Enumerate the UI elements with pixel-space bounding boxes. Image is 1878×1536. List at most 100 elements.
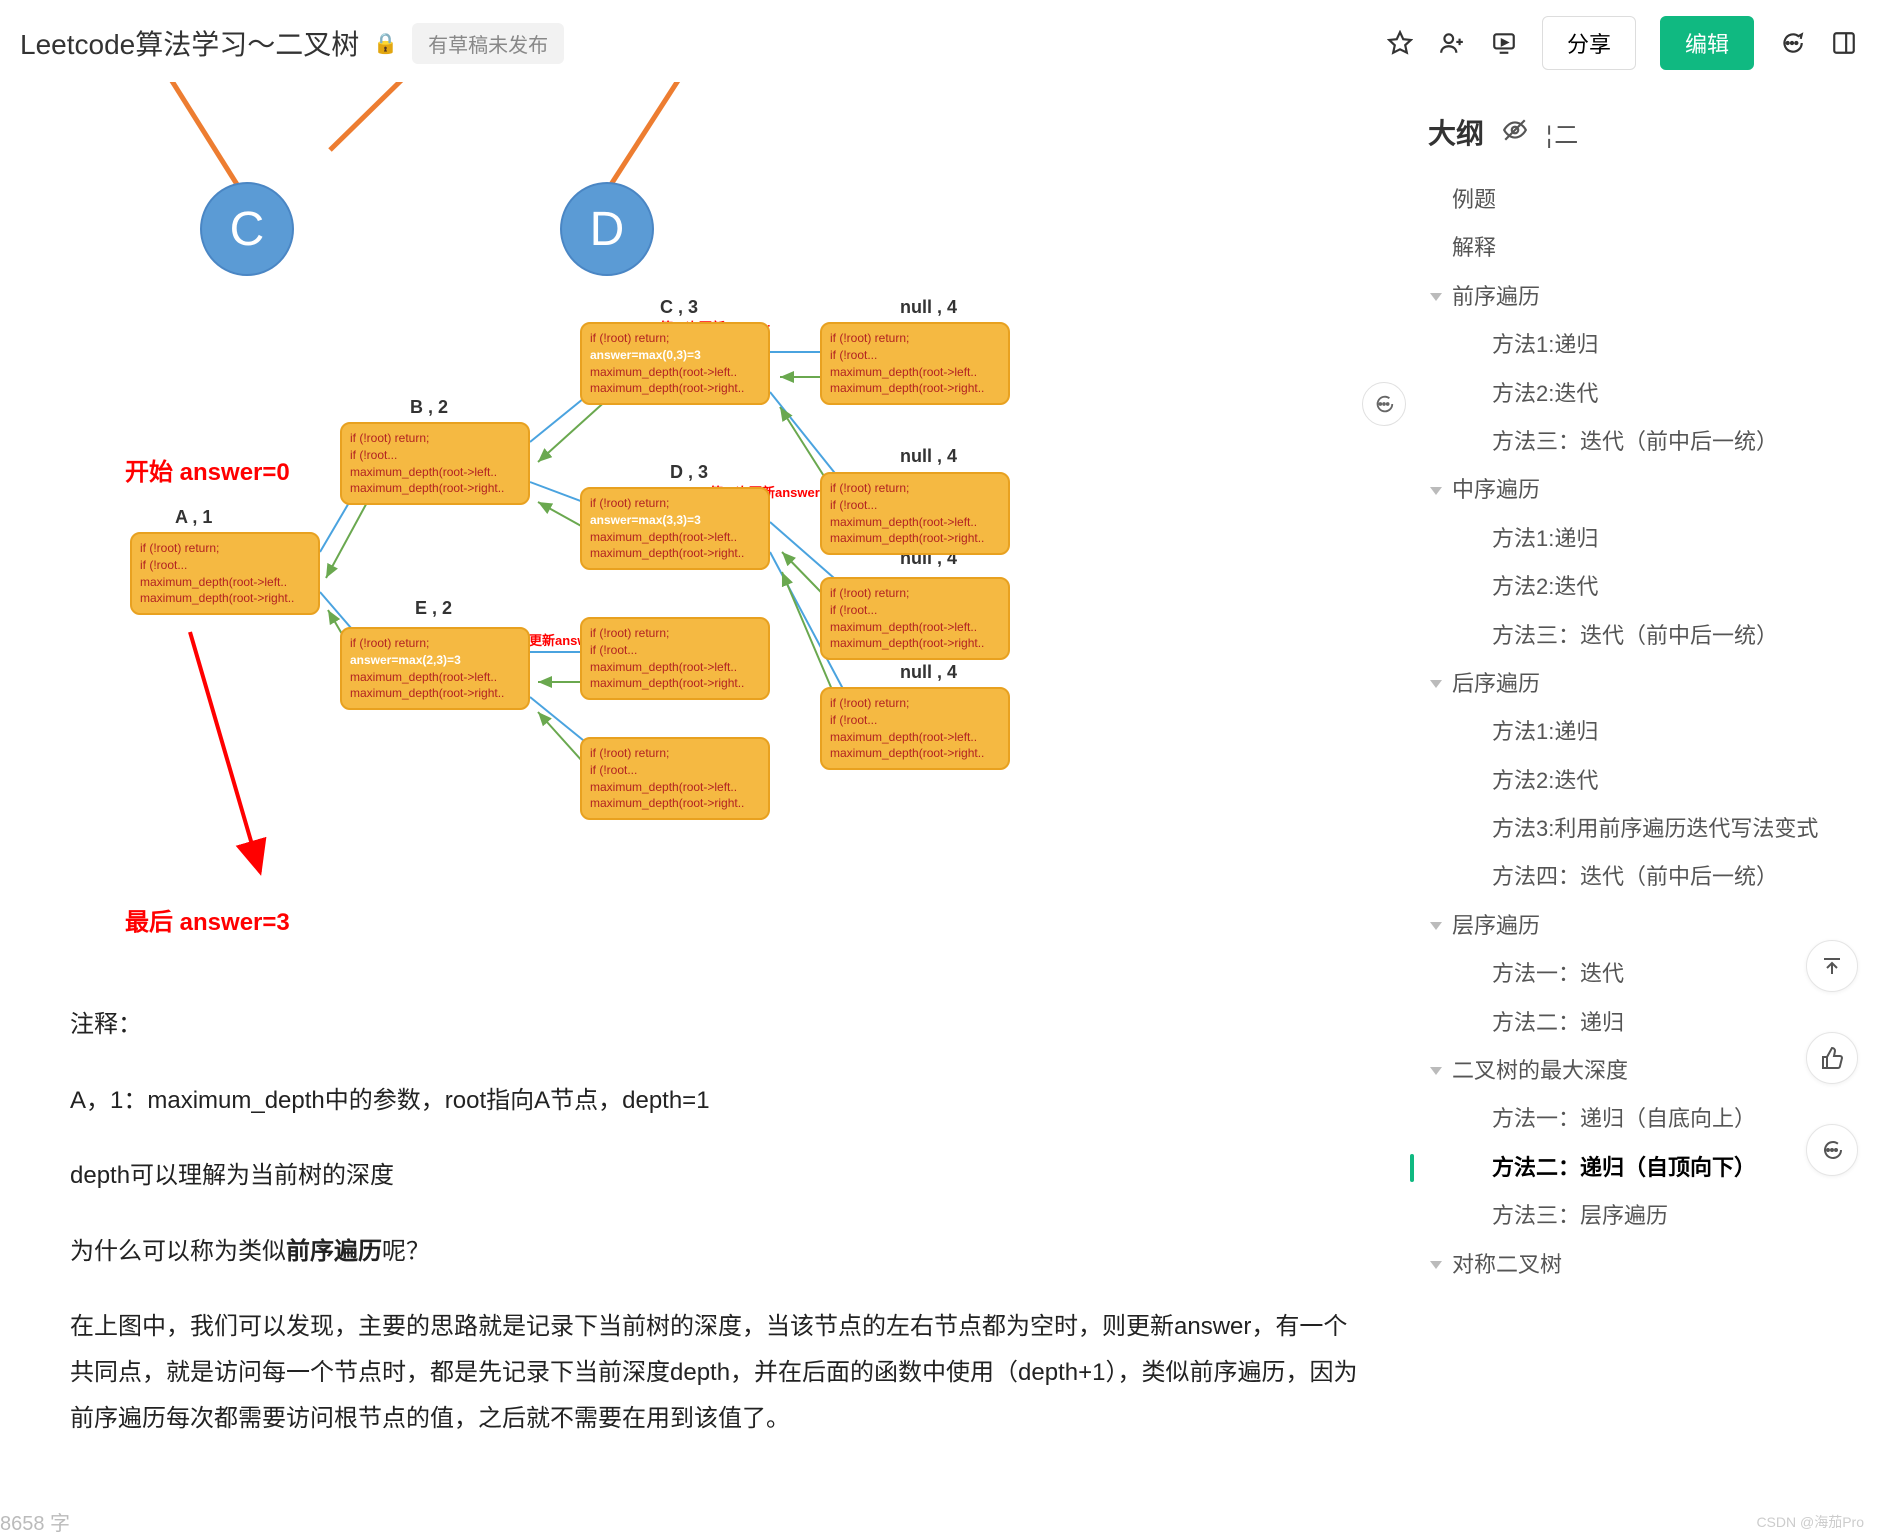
caret-icon	[1430, 922, 1442, 930]
eye-off-icon[interactable]	[1502, 117, 1528, 148]
outline-item-label: 方法二：递归	[1492, 999, 1624, 1047]
inline-comment-icon[interactable]	[1362, 382, 1406, 426]
tree-edges	[70, 82, 970, 282]
article-body: 注释： A，1：maximum_depth中的参数，root指向A节点，dept…	[70, 1002, 1358, 1441]
code-box: if (!root) return;if (!root...maximum_de…	[340, 422, 530, 505]
node-label: B , 2	[410, 397, 448, 418]
outline-item[interactable]: 中序遍历	[1418, 466, 1858, 514]
caret-icon	[1430, 1261, 1442, 1269]
body-p4: 为什么可以称为类似前序遍历呢？	[70, 1229, 1358, 1275]
outline-item[interactable]: 方法3:利用前序遍历迭代写法变式	[1418, 805, 1858, 853]
outline-item-label: 方法三：迭代（前中后一统）	[1492, 418, 1778, 466]
page-title: Leetcode算法学习～二叉树	[20, 23, 359, 63]
code-box: if (!root) return;answer=max(0,3)=3maxim…	[580, 322, 770, 405]
tree-node: D	[560, 182, 654, 276]
code-box: if (!root) return;if (!root...maximum_de…	[820, 472, 1010, 555]
outline-item[interactable]: 方法一：递归（自底向上）	[1418, 1095, 1858, 1143]
draft-status[interactable]: 有草稿未发布	[412, 23, 564, 64]
outline-item-label: 方法2:迭代	[1492, 370, 1598, 418]
caret-icon	[1430, 1067, 1442, 1075]
node-label: null , 4	[900, 297, 957, 318]
outline-item-label: 例题	[1452, 176, 1496, 224]
outline-item[interactable]: 方法1:递归	[1418, 515, 1858, 563]
outline-item[interactable]: 解释	[1418, 224, 1858, 272]
outline-item[interactable]: 方法三：迭代（前中后一统）	[1418, 612, 1858, 660]
like-button[interactable]	[1806, 1032, 1858, 1084]
present-icon[interactable]	[1490, 29, 1518, 57]
outline-item-label: 方法三：迭代（前中后一统）	[1492, 612, 1778, 660]
outline-item-label: 中序遍历	[1452, 466, 1540, 514]
outline-item-label: 方法一：递归（自底向上）	[1492, 1095, 1756, 1143]
code-box: if (!root) return;if (!root...maximum_de…	[580, 737, 770, 820]
feedback-button[interactable]	[1806, 1124, 1858, 1176]
outline-item-label: 方法四：迭代（前中后一统）	[1492, 853, 1778, 901]
outline-item[interactable]: 方法2:迭代	[1418, 563, 1858, 611]
code-box: if (!root) return;if (!root...maximum_de…	[820, 322, 1010, 405]
caret-icon	[1430, 680, 1442, 688]
outline-item[interactable]: 方法2:迭代	[1418, 370, 1858, 418]
node-label: null , 4	[900, 446, 957, 467]
caret-icon	[1430, 487, 1442, 495]
node-label: C , 3	[660, 297, 698, 318]
add-user-icon[interactable]	[1438, 29, 1466, 57]
body-p2: A，1：maximum_depth中的参数，root指向A节点，depth=1	[70, 1078, 1358, 1124]
tree-node: C	[200, 182, 294, 276]
outline-item-label: 方法3:利用前序遍历迭代写法变式	[1492, 805, 1818, 853]
scroll-top-button[interactable]	[1806, 940, 1858, 992]
recursion-diagram: A , 1 B , 2 C , 3 D , 3 E , 2 null , 4 null , …	[70, 282, 1358, 982]
node-label: E , 2	[415, 598, 452, 619]
outline-item[interactable]: 二叉树的最大深度	[1418, 1047, 1858, 1095]
body-p5: 在上图中，我们可以发现，主要的思路就是记录下当前树的深度，当该节点的左右节点都为…	[70, 1304, 1358, 1441]
outline-item-label: 前序遍历	[1452, 273, 1540, 321]
outline-item-label: 方法三：层序遍历	[1492, 1192, 1668, 1240]
outline-item-label: 对称二叉树	[1452, 1241, 1562, 1289]
edit-button[interactable]: 编辑	[1660, 16, 1754, 70]
outline-item[interactable]: 方法二：递归	[1418, 999, 1858, 1047]
outline-item[interactable]: 后序遍历	[1418, 660, 1858, 708]
outline-item-label: 层序遍历	[1452, 902, 1540, 950]
code-box: if (!root) return;if (!root...maximum_de…	[820, 687, 1010, 770]
outline-item[interactable]: 前序遍历	[1418, 273, 1858, 321]
caret-icon	[1430, 293, 1442, 301]
outline-item[interactable]: 方法三：层序遍历	[1418, 1192, 1858, 1240]
star-icon[interactable]	[1386, 29, 1414, 57]
outline-item[interactable]: 方法1:递归	[1418, 708, 1858, 756]
node-label: null , 4	[900, 662, 957, 683]
code-box: if (!root) return;answer=max(2,3)=3maxim…	[340, 627, 530, 710]
outline-item[interactable]: 方法2:迭代	[1418, 757, 1858, 805]
red-annotation: 最后 answer=3	[125, 902, 290, 937]
outline-item-label: 方法2:迭代	[1492, 563, 1598, 611]
code-box: if (!root) return;if (!root...maximum_de…	[130, 532, 320, 615]
outline-item[interactable]: 方法三：迭代（前中后一统）	[1418, 418, 1858, 466]
settings-icon[interactable]: ¦二	[1546, 115, 1580, 150]
outline-item[interactable]: 例题	[1418, 176, 1858, 224]
outline-item-label: 方法1:递归	[1492, 321, 1598, 369]
body-p1: 注释：	[70, 1002, 1358, 1048]
comment-icon[interactable]	[1778, 29, 1806, 57]
watermark: CSDN @海茄Pro	[1756, 1512, 1864, 1532]
outline-item-label: 方法一：迭代	[1492, 950, 1624, 998]
outline-item[interactable]: 层序遍历	[1418, 902, 1858, 950]
outline-title: 大纲	[1428, 112, 1484, 152]
outline-item-label: 方法1:递归	[1492, 708, 1598, 756]
share-button[interactable]: 分享	[1542, 16, 1636, 70]
tree-diagram-top: CD	[70, 82, 1358, 282]
node-label: D , 3	[670, 462, 708, 483]
outline-list: 例题解释前序遍历方法1:递归方法2:迭代方法三：迭代（前中后一统）中序遍历方法1…	[1418, 176, 1858, 1289]
outline-item[interactable]: 方法1:递归	[1418, 321, 1858, 369]
outline-item-label: 方法2:迭代	[1492, 757, 1598, 805]
outline-item[interactable]: 方法二：递归（自顶向下）	[1418, 1144, 1858, 1192]
node-label: A , 1	[175, 507, 212, 528]
outline-item[interactable]: 对称二叉树	[1418, 1241, 1858, 1289]
code-box: if (!root) return;if (!root...maximum_de…	[820, 577, 1010, 660]
lock-icon: 🔒	[373, 31, 398, 56]
code-box: if (!root) return;if (!root...maximum_de…	[580, 617, 770, 700]
outline-item[interactable]: 方法一：迭代	[1418, 950, 1858, 998]
outline-item-label: 方法二：递归（自顶向下）	[1492, 1144, 1756, 1192]
red-annotation: 开始 answer=0	[125, 452, 290, 487]
outline-item-label: 方法1:递归	[1492, 515, 1598, 563]
outline-item-label: 二叉树的最大深度	[1452, 1047, 1628, 1095]
outline-item-label: 后序遍历	[1452, 660, 1540, 708]
outline-item[interactable]: 方法四：迭代（前中后一统）	[1418, 853, 1858, 901]
layout-icon[interactable]	[1830, 29, 1858, 57]
